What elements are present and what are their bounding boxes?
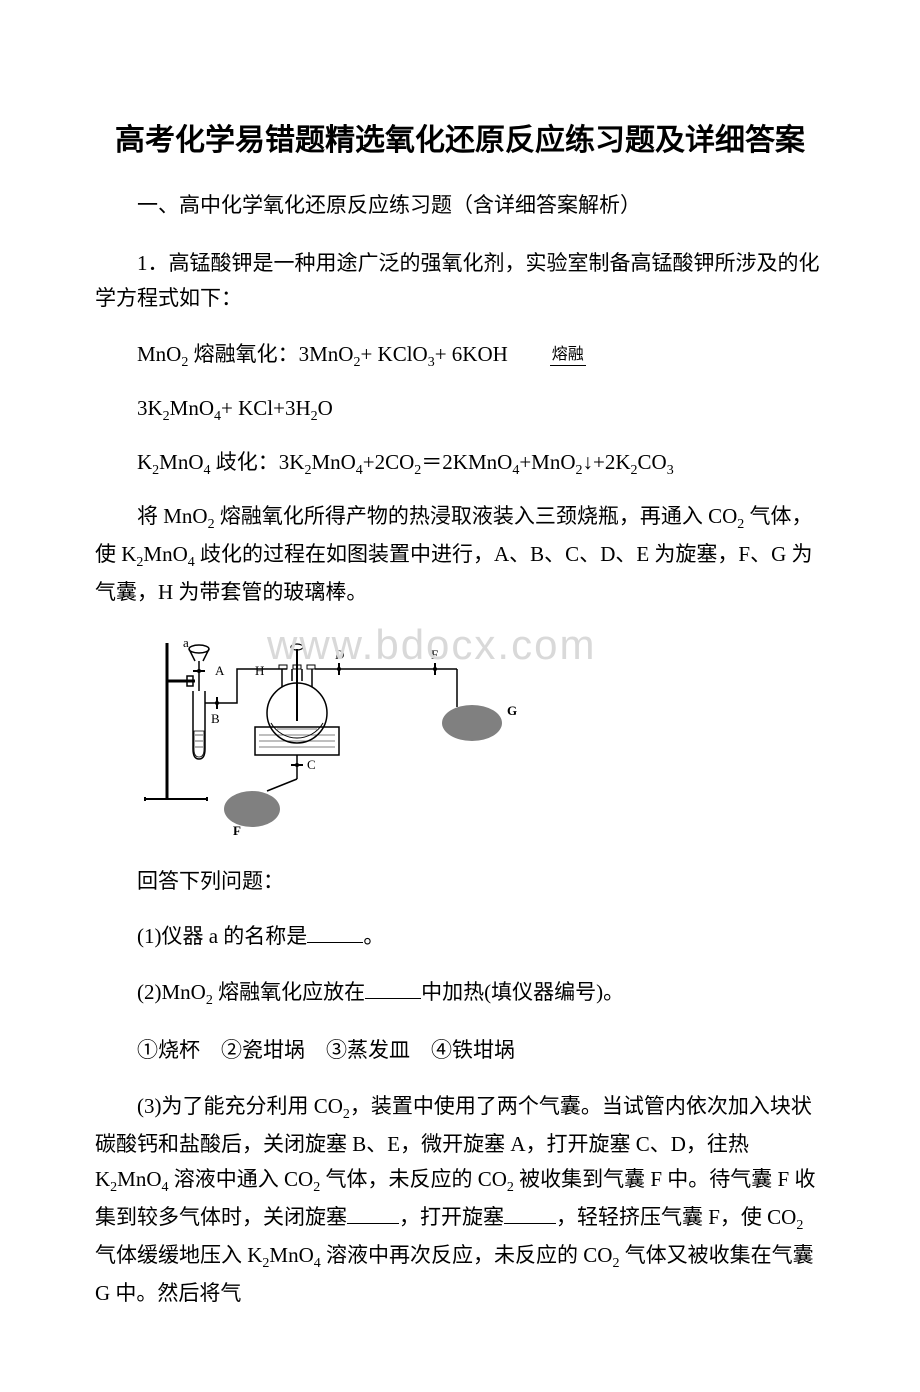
subscript: 4 bbox=[188, 555, 195, 570]
subscript: 2 bbox=[311, 409, 318, 424]
eq-text: MnO bbox=[137, 342, 181, 366]
eq-text: +2CO bbox=[363, 450, 415, 474]
question-1-intro: 1．高锰酸钾是一种用途广泛的强氧化剂，实验室制备高锰酸钾所涉及的化学方程式如下： bbox=[95, 246, 825, 317]
apparatus-svg: a A B H bbox=[137, 631, 557, 841]
q-text: MnO bbox=[117, 1167, 161, 1191]
fill-blank bbox=[307, 921, 363, 943]
eq-text: ＝2KMnO bbox=[421, 450, 512, 474]
fill-blank bbox=[347, 1202, 399, 1224]
q-text: ，打开旋塞 bbox=[399, 1205, 504, 1229]
subscript: 3 bbox=[667, 463, 674, 478]
para-text: MnO bbox=[143, 542, 187, 566]
options-line: ①烧杯 ②瓷坩埚 ③蒸发皿 ④铁坩埚 bbox=[95, 1033, 825, 1069]
subscript: 4 bbox=[314, 1257, 321, 1272]
label-D: D bbox=[335, 647, 344, 662]
eq-text: +MnO bbox=[519, 450, 575, 474]
subscript: 2 bbox=[163, 409, 170, 424]
answer-heading: 回答下列问题： bbox=[95, 864, 825, 900]
subscript: 4 bbox=[356, 463, 363, 478]
fill-blank bbox=[504, 1202, 556, 1224]
eq-text: MnO bbox=[159, 450, 203, 474]
eq-text: O bbox=[318, 396, 333, 420]
document-page: 高考化学易错题精选氧化还原反应练习题及详细答案 一、高中化学氧化还原反应练习题（… bbox=[0, 0, 920, 1392]
para-text: 将 MnO bbox=[137, 504, 208, 528]
sub-question-1: (1)仪器 a 的名称是 。 bbox=[95, 919, 825, 955]
subscript: 2 bbox=[208, 517, 215, 532]
label-a: a bbox=[183, 635, 189, 650]
eq-text: K bbox=[137, 450, 152, 474]
subscript: 4 bbox=[204, 463, 211, 478]
eq-text: + 6KOH bbox=[435, 342, 508, 366]
section-heading: 一、高中化学氧化还原反应练习题（含详细答案解析） bbox=[95, 188, 825, 224]
reaction-condition: 熔融 bbox=[508, 342, 586, 363]
subscript: 2 bbox=[206, 993, 213, 1008]
q-text: 溶液中再次反应，未反应的 CO bbox=[321, 1243, 613, 1267]
q-text: 中加热(填仪器编号)。 bbox=[421, 980, 624, 1004]
eq-text: 3K bbox=[137, 396, 163, 420]
eq-text: MnO bbox=[170, 396, 214, 420]
equation-3: K2MnO4 歧化：3K2MnO4+2CO2＝2KMnO4+MnO2↓+2K2C… bbox=[95, 445, 825, 483]
eq-text: 歧化：3K bbox=[211, 450, 305, 474]
label-H: H bbox=[255, 663, 264, 678]
subscript: 4 bbox=[214, 409, 221, 424]
subscript: 2 bbox=[576, 463, 583, 478]
subscript: 2 bbox=[796, 1219, 803, 1234]
q-text: ，轻轻挤压气囊 F，使 CO bbox=[556, 1205, 796, 1229]
q-text: (3)为了能充分利用 CO bbox=[137, 1094, 343, 1118]
q-text: 气体缓缓地压入 K bbox=[95, 1243, 262, 1267]
eq-text: + KClO bbox=[360, 342, 427, 366]
page-title: 高考化学易错题精选氧化还原反应练习题及详细答案 bbox=[95, 120, 825, 162]
sub-question-3: (3)为了能充分利用 CO2，装置中使用了两个气囊。当试管内依次加入块状碳酸钙和… bbox=[95, 1089, 825, 1312]
apparatus-figure: www.bdocx.com a A bbox=[137, 631, 825, 846]
subscript: 2 bbox=[507, 1181, 514, 1196]
eq-text: + KCl+3H bbox=[221, 396, 311, 420]
label-B: B bbox=[211, 711, 220, 726]
equation-1: MnO2 熔融氧化：3MnO2+ KClO3+ 6KOH熔融 bbox=[95, 337, 825, 375]
label-E: E bbox=[431, 647, 439, 662]
q-text: MnO bbox=[269, 1243, 313, 1267]
subscript: 2 bbox=[631, 463, 638, 478]
para-text: 歧化的过程在如图装置中进行，A、B、C、D、E 为旋塞，F、G 为气囊，H 为带… bbox=[95, 542, 813, 604]
label-C: C bbox=[307, 757, 316, 772]
label-F: F bbox=[233, 823, 241, 838]
paragraph-apparatus: 将 MnO2 熔融氧化所得产物的热浸取液装入三颈烧瓶，再通入 CO2 气体，使 … bbox=[95, 499, 825, 611]
para-text: 熔融氧化所得产物的热浸取液装入三颈烧瓶，再通入 CO bbox=[215, 504, 738, 528]
label-G: G bbox=[507, 703, 517, 718]
equation-2: 3K2MnO4+ KCl+3H2O bbox=[95, 391, 825, 429]
eq-text: CO bbox=[638, 450, 667, 474]
q-text: (1)仪器 a 的名称是 bbox=[137, 924, 307, 948]
sub-question-2: (2)MnO2 熔融氧化应放在 中加热(填仪器编号)。 bbox=[95, 975, 825, 1013]
eq-text: 熔融氧化：3MnO bbox=[188, 342, 353, 366]
eq-text: MnO bbox=[311, 450, 355, 474]
q-text: 气体，未反应的 CO bbox=[320, 1167, 507, 1191]
q-text: 熔融氧化应放在 bbox=[213, 980, 365, 1004]
subscript: 4 bbox=[162, 1181, 169, 1196]
q-text: (2)MnO bbox=[137, 980, 206, 1004]
fill-blank bbox=[365, 977, 421, 999]
subscript: 2 bbox=[343, 1107, 350, 1122]
label-A: A bbox=[215, 663, 225, 678]
q-text: 。 bbox=[363, 924, 384, 948]
q-text: 溶液中通入 CO bbox=[169, 1167, 314, 1191]
subscript: 3 bbox=[428, 355, 435, 370]
eq-text: ↓+2K bbox=[583, 450, 631, 474]
